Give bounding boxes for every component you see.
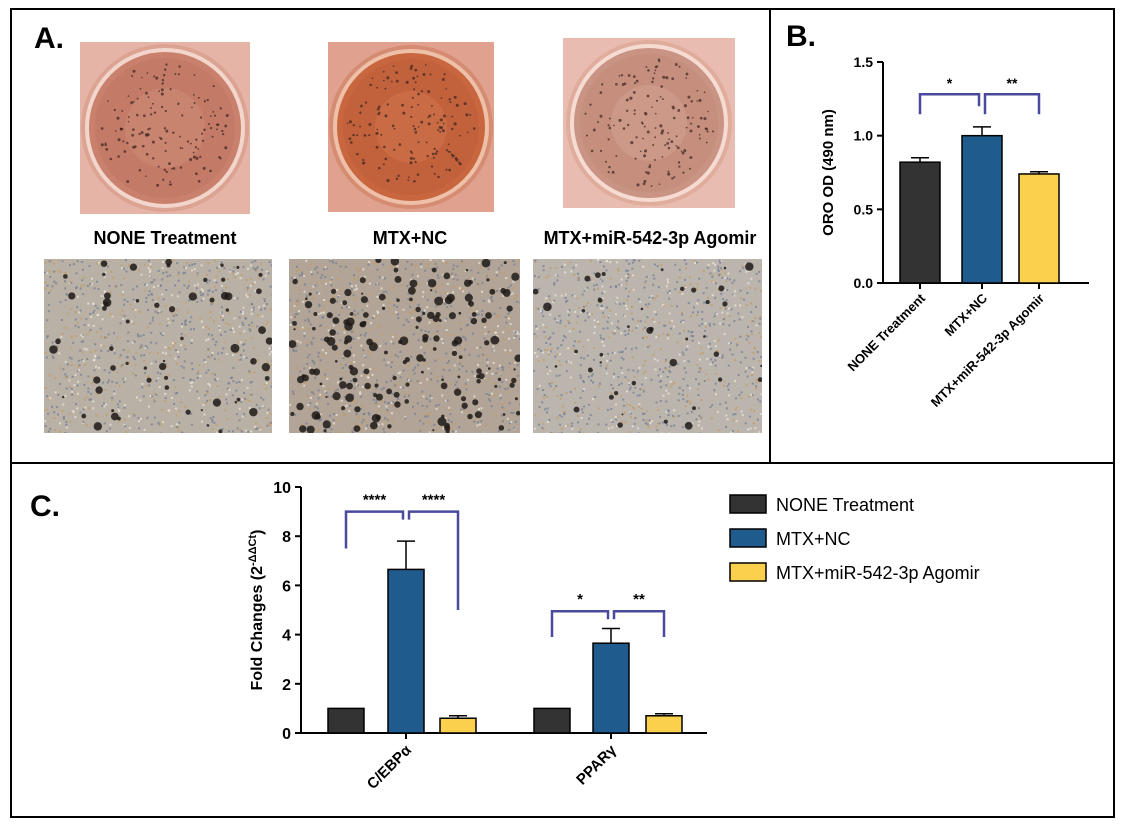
chart-c-ytick-label: 2 [282, 677, 291, 694]
chart-c-ylabel: Fold Changes (2-ΔΔCt) [247, 530, 266, 691]
chart-c-ytick-label: 0 [282, 726, 291, 743]
chart-c-sig-label: **** [422, 492, 446, 509]
chart-c-sig-bracket [344, 510, 405, 549]
chart-c-sig-bracket [612, 609, 666, 638]
chart-c-category-label: PPARγ [573, 741, 620, 788]
chart-c-sig-label: * [577, 591, 583, 608]
chart-c-legend-label: MTX+NC [776, 529, 851, 549]
panel-c [10, 462, 1115, 818]
chart-b-category-label: MTX+NC [941, 290, 990, 339]
chart-b-category-label: MTX+miR-542-3p Agomir [928, 291, 1047, 410]
chart-c-bar [592, 642, 630, 734]
chart-c-bar [387, 568, 425, 734]
label-mtx-nc: MTX+NC [372, 228, 448, 248]
chart-b-ylabel: ORO OD (490 nm) [820, 109, 837, 236]
chart-c-legend-label: MTX+miR-542-3p Agomir [776, 563, 980, 583]
chart-c-legend-swatch [729, 528, 767, 548]
chart-c-legend-swatch [729, 494, 767, 514]
chart-c-category-label: C/EBPα [364, 741, 416, 793]
chart-b-ytick-label: 0.5 [854, 201, 874, 217]
plate-photo-mtx-agomir [563, 38, 735, 208]
chart-c-bar [439, 717, 477, 734]
label-none-treatment: NONE Treatment [93, 228, 237, 248]
chart-b-sig-bracket [918, 92, 981, 115]
panel-a-letter: A. [34, 22, 64, 55]
chart-c-ytick-label: 8 [282, 529, 291, 546]
chart-c-ytick-label: 4 [282, 628, 291, 645]
micrograph-none [44, 259, 272, 433]
chart-c-sig-label: **** [363, 492, 387, 509]
plate-photo-none [80, 42, 250, 214]
chart-c-ytick-label: 10 [273, 480, 291, 497]
chart-b-category-label: NONE Treatment [844, 290, 928, 374]
micrograph-mtx-nc [289, 259, 520, 433]
chart-b-bar [1018, 173, 1060, 284]
panel-c-letter: C. [30, 490, 60, 523]
chart-b-bar [961, 134, 1003, 284]
chart-c-ytick-label: 6 [282, 578, 291, 595]
chart-c-bar [645, 715, 683, 734]
chart-c-bar [533, 707, 571, 734]
chart-c-sig-bracket [550, 609, 610, 638]
chart-b-bar [899, 161, 941, 284]
chart-c-sig-label: ** [633, 591, 645, 608]
chart-b-sig-bracket [983, 92, 1041, 115]
chart-c-sig-bracket [407, 510, 460, 610]
label-mtx-agomir: MTX+miR-542-3p Agomir [543, 228, 757, 248]
chart-c-legend-label: NONE Treatment [776, 495, 914, 515]
chart-c-fold-changes: 0 2 4 6 8 10 Fold Changes (2-ΔΔCt) C/EBPα PPARγ *… [247, 480, 980, 793]
chart-c-bar [327, 707, 365, 734]
chart-b-ytick-label: 1.5 [854, 54, 874, 70]
chart-c-legend-swatch [729, 562, 767, 582]
chart-b-oro-od: 0.0 0.5 1.0 1.5 ORO OD (490 nm) NONE Treatmen… [820, 54, 1089, 410]
chart-b-ytick-label: 1.0 [854, 128, 874, 144]
chart-b-sig-label: ** [1007, 75, 1018, 91]
chart-b-sig-label: * [947, 75, 953, 91]
plate-photo-mtx-nc [328, 42, 494, 212]
micrograph-mtx-agomir [533, 259, 762, 433]
panel-b-letter: B. [786, 20, 816, 53]
chart-b-ytick-label: 0.0 [854, 275, 874, 291]
